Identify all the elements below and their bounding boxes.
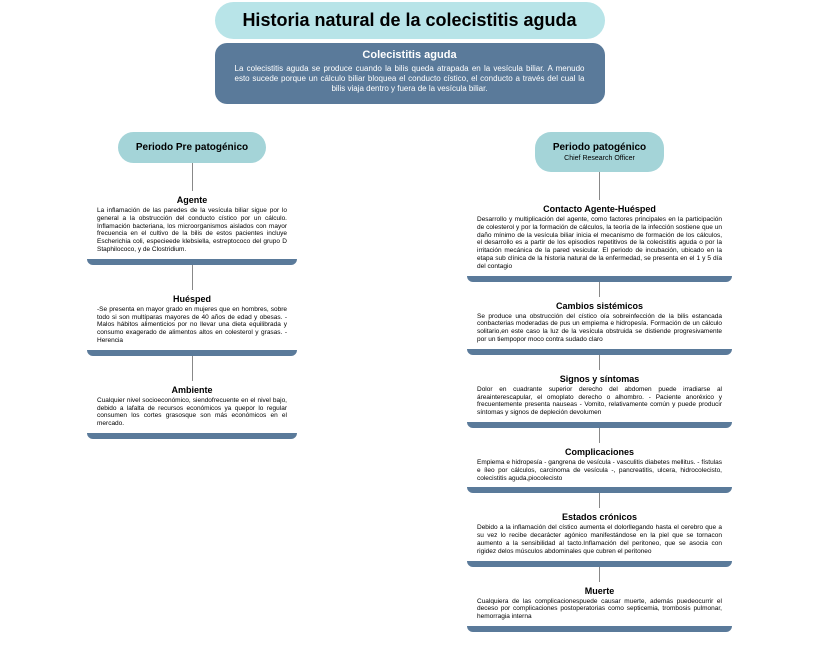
right-column: Periodo patogénico Chief Research Office… xyxy=(467,132,732,629)
stage-text: Desarrollo y multiplicación del agente, … xyxy=(477,216,722,271)
stage-title: Estados crónicos xyxy=(477,512,722,522)
left-column: Periodo Pre patogénico Agente La inflama… xyxy=(87,132,297,629)
title-banner: Historia natural de la colecistitis agud… xyxy=(215,2,605,39)
period-pre: Periodo Pre patogénico xyxy=(118,132,266,163)
period-pre-title: Periodo Pre patogénico xyxy=(136,142,248,153)
periods-row: Periodo Pre patogénico Agente La inflama… xyxy=(0,132,819,629)
stage-title: Contacto Agente-Huésped xyxy=(477,204,722,214)
stage-cambios: Cambios sistémicos Se produce una obstru… xyxy=(467,297,732,352)
connector xyxy=(192,262,193,290)
stage-text: Se produce una obstrucción del cístico o… xyxy=(477,313,722,344)
period-pato-subtitle: Chief Research Officer xyxy=(553,155,646,162)
period-pato-title: Periodo patogénico xyxy=(553,142,646,153)
stage-title: Complicaciones xyxy=(477,447,722,457)
stage-estados: Estados crónicos Debido a la inflamación… xyxy=(467,508,732,563)
stage-text: Cualquiera de las complicacionespuede ca… xyxy=(477,598,722,621)
stage-text: Debido a la inflamación del cístico aume… xyxy=(477,524,722,555)
stage-agente: Agente La inflamación de las paredes de … xyxy=(87,191,297,262)
connector xyxy=(192,163,193,191)
page-title: Historia natural de la colecistitis agud… xyxy=(235,10,585,31)
stage-title: Agente xyxy=(97,195,287,205)
stage-title: Signos y síntomas xyxy=(477,374,722,384)
stage-text: La inflamación de las paredes de la vesí… xyxy=(97,207,287,254)
stage-complicaciones: Complicaciones Empiema e hidropesía - ga… xyxy=(467,443,732,490)
stage-title: Muerte xyxy=(477,586,722,596)
stage-muerte: Muerte Cualquiera de las complicacionesp… xyxy=(467,582,732,629)
stage-contacto: Contacto Agente-Huésped Desarrollo y mul… xyxy=(467,200,732,279)
stage-text: Empiema e hidropesía - gangrena de vesíc… xyxy=(477,459,722,482)
intro-heading: Colecistitis aguda xyxy=(235,49,585,61)
stage-title: Ambiente xyxy=(97,385,287,395)
intro-box: Colecistitis aguda La colecistitis aguda… xyxy=(215,43,605,104)
stage-title: Huésped xyxy=(97,294,287,304)
connector xyxy=(599,490,600,508)
period-pato: Periodo patogénico Chief Research Office… xyxy=(535,132,664,172)
stage-text: Cualquier nivel socioeconómico, siendofr… xyxy=(97,397,287,428)
stage-huesped: Huésped -Se presenta en mayor grado en m… xyxy=(87,290,297,353)
stage-text: Dolor en cuadrante superior derecho del … xyxy=(477,386,722,417)
stage-signos: Signos y síntomas Dolor en cuadrante sup… xyxy=(467,370,732,425)
stage-text: -Se presenta en mayor grado en mujeres q… xyxy=(97,306,287,345)
stage-title: Cambios sistémicos xyxy=(477,301,722,311)
connector xyxy=(599,172,600,200)
connector xyxy=(192,353,193,381)
stage-ambiente: Ambiente Cualquier nivel socioeconómico,… xyxy=(87,381,297,436)
intro-text: La colecistitis aguda se produce cuando … xyxy=(235,64,585,94)
